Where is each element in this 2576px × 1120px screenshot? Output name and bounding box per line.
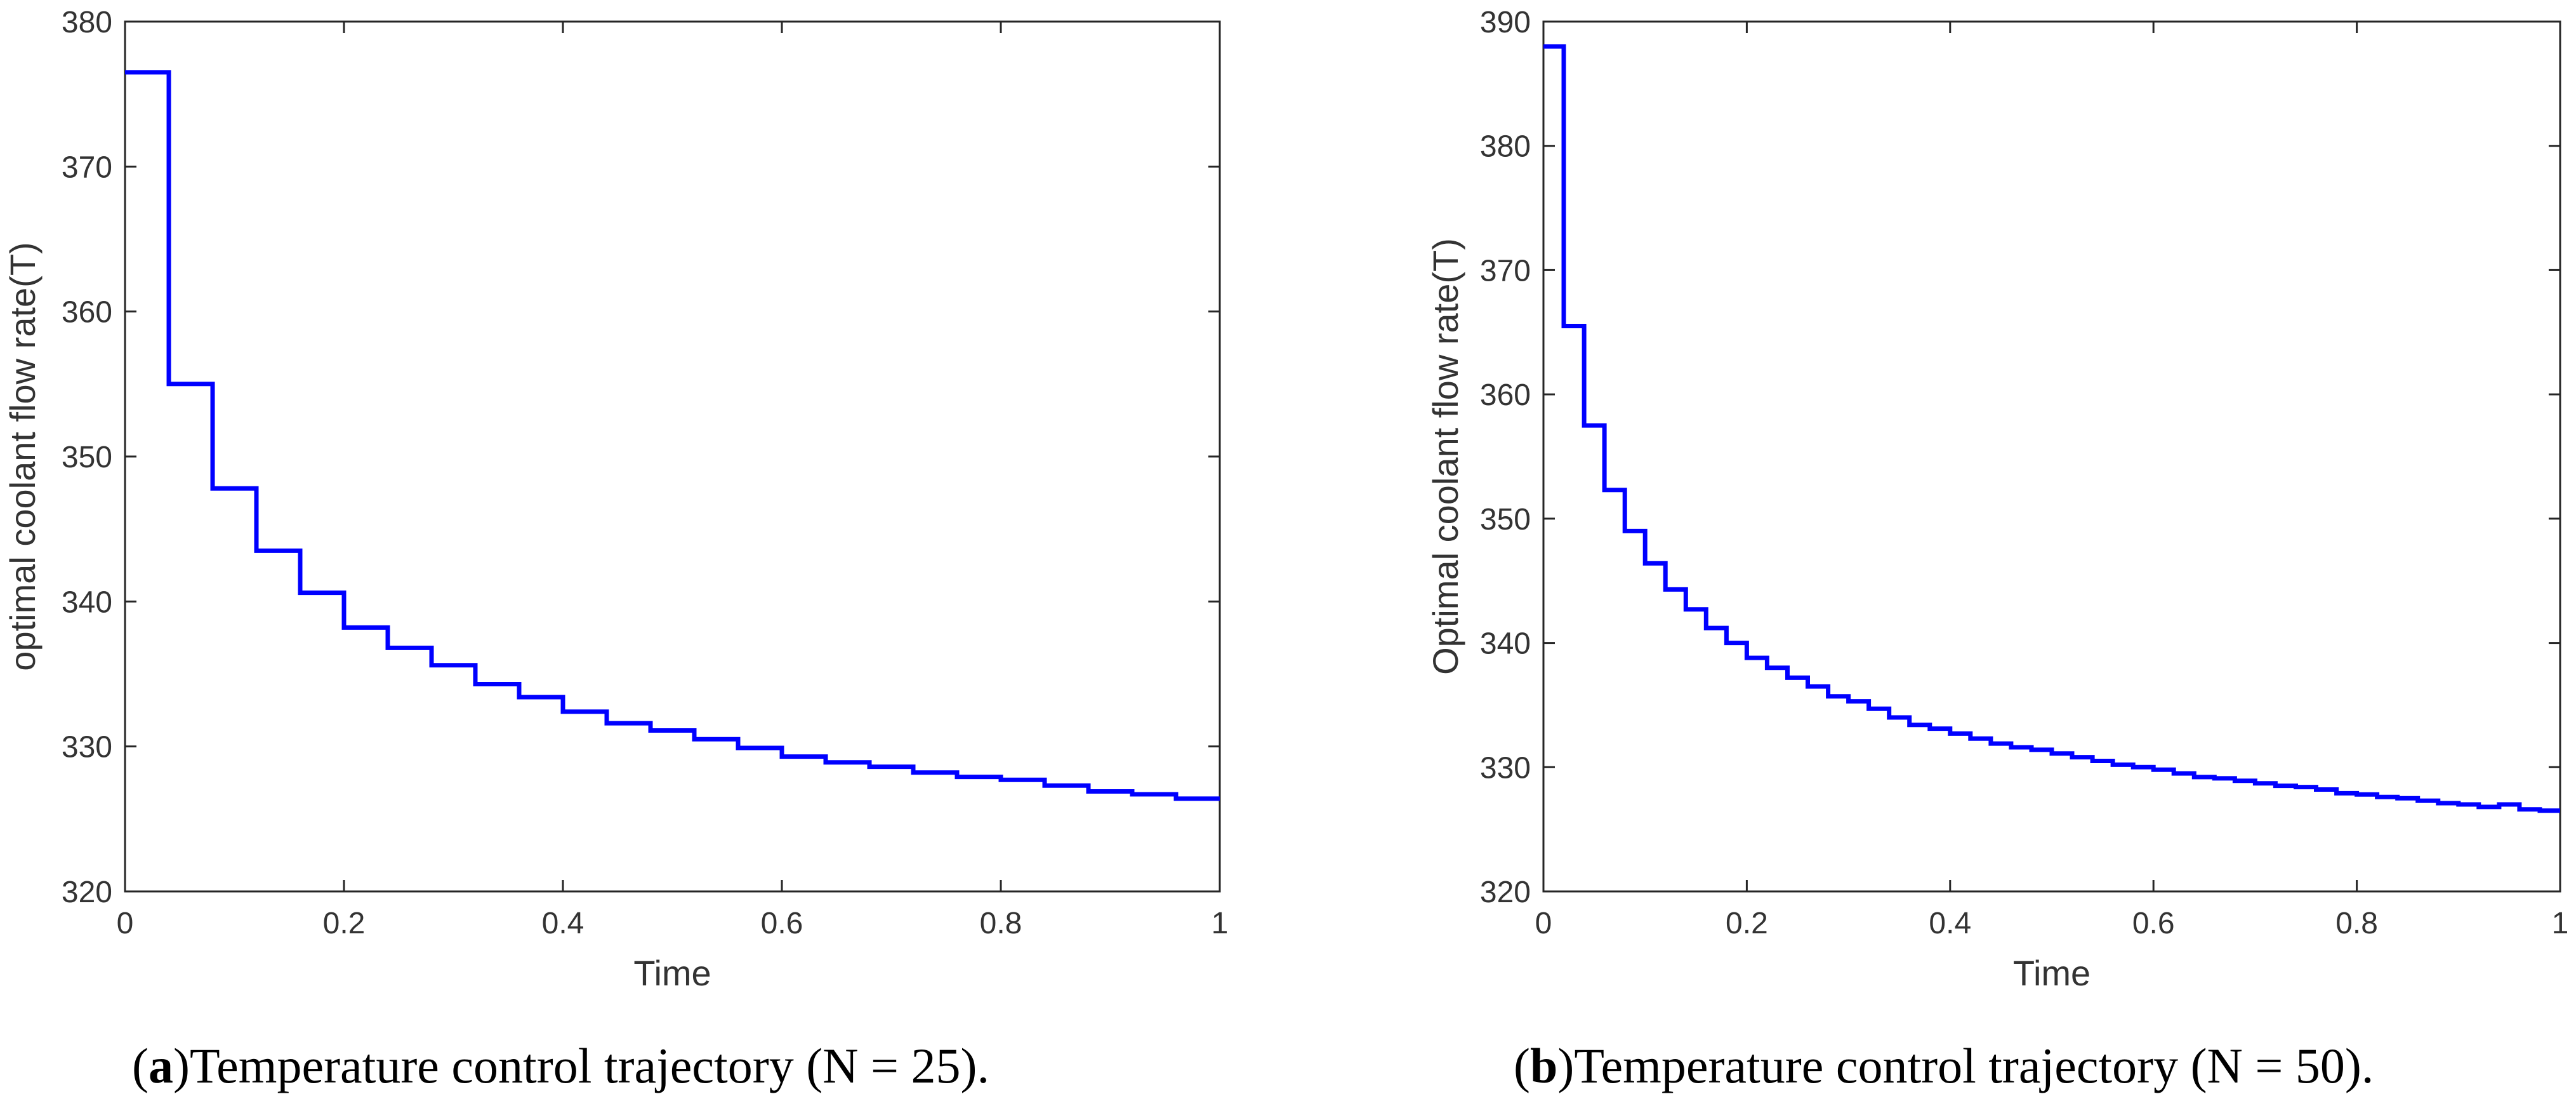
y-tick-label: 330 (1480, 751, 1531, 785)
x-tick-label: 0.8 (2335, 907, 2378, 940)
caption-letter: b (1530, 1038, 1557, 1093)
y-tick-label: 320 (62, 876, 112, 909)
y-tick-label: 340 (62, 585, 112, 619)
y-tick-label: 330 (62, 731, 112, 764)
caption-open-paren: ( (1514, 1038, 1530, 1093)
y-tick-label: 320 (1480, 876, 1531, 909)
x-axis-label: Time (2013, 953, 2091, 993)
x-tick-label: 0.8 (980, 907, 1022, 940)
x-tick-label: 0.2 (1726, 907, 1768, 940)
x-axis-label: Time (633, 953, 711, 993)
caption-open-paren: ( (132, 1038, 149, 1093)
x-tick-label: 0.2 (323, 907, 366, 940)
y-tick-label: 370 (62, 150, 112, 184)
series-line-1 (1543, 44, 2560, 813)
y-axis-label: Optimal coolant flow rate(T) (1425, 238, 1465, 675)
y-tick-label: 360 (62, 296, 112, 330)
y-tick-label: 380 (1480, 130, 1531, 164)
x-tick-label: 0.6 (761, 907, 803, 940)
plot-area (1542, 20, 2561, 893)
x-tick-label: 1 (1212, 907, 1229, 940)
x-tick-label: 0.4 (542, 907, 585, 940)
plot-area (124, 20, 1221, 893)
x-tick-label: 1 (2552, 907, 2569, 940)
figure-caption: (b)Temperature control trajectory (N = 5… (1514, 1038, 2374, 1093)
y-tick-label: 390 (1480, 6, 1531, 39)
x-tick-label: 0 (1535, 907, 1552, 940)
y-tick-label: 360 (1480, 378, 1531, 412)
figure-caption: (a)Temperature control trajectory (N = 2… (132, 1038, 989, 1093)
y-tick-label: 380 (62, 6, 112, 39)
y-axis-label: optimal coolant flow rate(T) (3, 242, 43, 670)
caption-letter: a (149, 1038, 173, 1093)
x-tick-label: 0.6 (2132, 907, 2175, 940)
y-tick-label: 350 (62, 441, 112, 474)
chart-panel-a: 0 0.2 0.4 0.6 0.8 1 320 330 340 350 360 370 380 Time o… (3, 6, 1228, 1093)
x-tick-label: 0.4 (1929, 907, 1971, 940)
caption-text: )Temperature control trajectory (N = 25)… (173, 1038, 989, 1093)
y-tick-label: 350 (1480, 503, 1531, 537)
series-line-1 (125, 70, 1220, 801)
chart-panel-b: 0 0.2 0.4 0.6 0.8 1 320 330 340 350 360 370 380 390 Ti… (1425, 6, 2568, 1093)
y-tick-label: 340 (1480, 627, 1531, 661)
y-tick-label: 370 (1480, 254, 1531, 288)
caption-text: )Temperature control trajectory (N = 50)… (1557, 1038, 2374, 1093)
x-tick-label: 0 (117, 907, 134, 940)
